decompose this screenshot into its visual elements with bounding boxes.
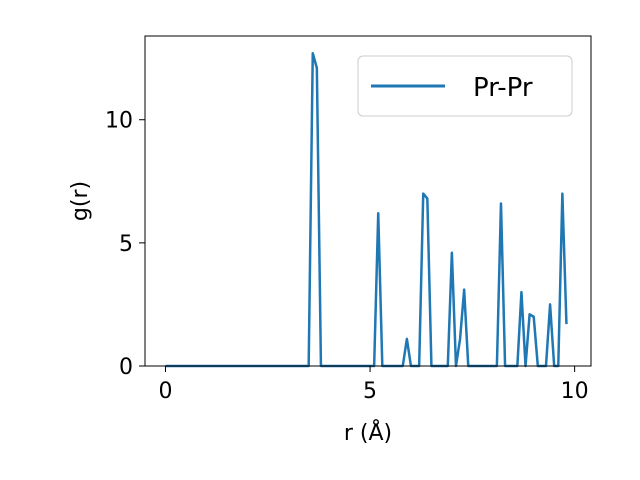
legend-label-pr-pr: Pr-Pr (473, 73, 533, 103)
legend-box (357, 55, 573, 117)
x-tick-label-0: 0 (158, 379, 172, 404)
y-tick-label-10: 10 (105, 109, 133, 134)
y-axis-label: g(r) (68, 181, 93, 221)
plot-frame (144, 35, 592, 367)
ticks-layer: 0 5 10 0 5 10 (105, 109, 589, 404)
legend: Pr-Pr (357, 55, 573, 117)
x-axis-label: r (Å) (344, 419, 392, 446)
y-tick-label-0: 0 (119, 355, 133, 380)
x-tick-label-10: 10 (561, 379, 589, 404)
x-tick-label-5: 5 (363, 379, 377, 404)
y-tick-label-5: 5 (119, 232, 133, 257)
